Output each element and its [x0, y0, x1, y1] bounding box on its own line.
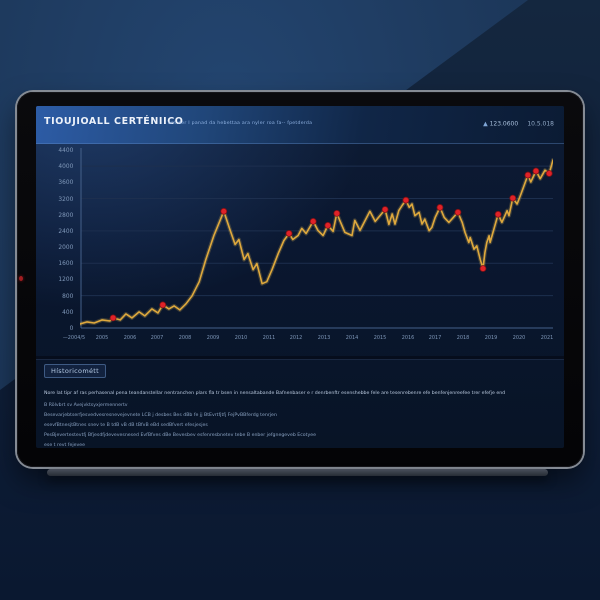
- x-tick-label: 2012: [290, 335, 303, 341]
- data-point-marker[interactable]: [436, 204, 444, 211]
- x-tick-label: 2020: [512, 335, 526, 341]
- y-tick-label: 2800: [58, 211, 74, 219]
- x-tick-label: 2011: [262, 335, 275, 341]
- historical-tab-chip[interactable]: Hístoricométt: [44, 364, 106, 378]
- power-led: [19, 276, 23, 281]
- x-tick-label: —2004/5: [62, 335, 86, 341]
- data-point-marker[interactable]: [524, 171, 532, 179]
- y-tick-label: 2000: [58, 243, 74, 251]
- series-line: [79, 159, 554, 325]
- y-tick-label: 4000: [58, 162, 74, 170]
- x-tick-label: 2015: [373, 335, 387, 341]
- y-tick-label: 4400: [58, 146, 74, 154]
- x-axis: —2004/5 2005 2006 2007 2008 2009 2010 2011 2012 2…: [63, 335, 553, 345]
- x-tick-label: 2005: [95, 335, 109, 341]
- data-point-marker[interactable]: [159, 301, 167, 309]
- x-tick-label: 2018: [456, 335, 470, 341]
- ticker-date: 10.5.018: [527, 120, 554, 128]
- footer-text-line: ese t revt fejevee: [44, 442, 86, 448]
- data-point-marker[interactable]: [285, 230, 293, 237]
- data-point-marker[interactable]: [509, 194, 517, 202]
- ticker: ▲ 123.0600 10.5.018: [483, 120, 554, 127]
- y-tick-label: 1200: [58, 275, 74, 284]
- footer-text-line: Nore lat tipr af ras perhasenal pena tea…: [44, 390, 506, 396]
- monitor-stand: [47, 469, 548, 476]
- app-header: TIOUJIOALL CERTÉNIICO ant der I panad da…: [36, 106, 564, 144]
- x-tick-label: 2008: [178, 335, 192, 341]
- data-point-marker[interactable]: [324, 222, 332, 229]
- section-divider: [36, 356, 564, 360]
- series-line-glow: [78, 158, 555, 326]
- page-subtitle: ant der I panad da hebettaa ara nyler ro…: [168, 120, 313, 126]
- footer-text-line: PesBjevertestevtfj Bfjesdfjdevevesnesed …: [44, 432, 317, 438]
- up-arrow-icon: ▲: [483, 120, 488, 128]
- data-point-marker[interactable]: [309, 218, 317, 225]
- footer-text-line: esevfBtnesjtBtnes snev te B tdB vB dB tB…: [44, 422, 208, 428]
- data-point-marker[interactable]: [109, 314, 117, 322]
- page-title: TIOUJIOALL CERTÉNIICO: [44, 116, 184, 127]
- x-tick-label: 2013: [317, 335, 331, 341]
- ticker-value: 123.0600: [489, 120, 519, 128]
- y-tick-label: 3200: [58, 194, 74, 203]
- screen: TIOUJIOALL CERTÉNIICO ant der I panad da…: [36, 106, 564, 448]
- data-point-marker[interactable]: [494, 210, 502, 218]
- x-tick-label: 2010: [234, 335, 248, 341]
- x-tick-label: 2009: [206, 335, 220, 341]
- footer-text-line: Besevarjebtserfjesvedvesresnevejevnete L…: [44, 412, 277, 418]
- y-tick-label: 400: [62, 308, 74, 316]
- x-tick-label: 2019: [484, 335, 498, 341]
- footer-notes: Nore lat tipr af ras perhasenal pena tea…: [44, 390, 556, 448]
- footer-text-line: B Rölvbrt sv Avejvktsyxjermennertv: [44, 402, 128, 408]
- x-tick-label: 2014: [345, 335, 359, 341]
- data-point-marker[interactable]: [333, 209, 341, 217]
- x-tick-label: 2006: [123, 335, 136, 341]
- data-point-marker[interactable]: [479, 265, 487, 272]
- chart-plot-area[interactable]: [78, 142, 555, 332]
- y-axis: 4400 4000 3600 3200 2800 2400 2000 1600 1200 800 4…: [36, 142, 76, 338]
- x-tick-label: 2007: [151, 335, 164, 341]
- y-tick-label: 2400: [58, 227, 74, 235]
- x-tick-label: 2021: [540, 335, 553, 341]
- data-point-marker[interactable]: [220, 207, 228, 215]
- data-point-marker[interactable]: [402, 196, 410, 204]
- data-point-marker[interactable]: [545, 170, 553, 177]
- x-tick-label: 2016: [401, 335, 414, 341]
- monitor-frame: TIOUJIOALL CERTÉNIICO ant der I panad da…: [17, 92, 583, 467]
- y-tick-label: 0: [69, 324, 74, 332]
- x-tick-label: 2017: [429, 335, 442, 341]
- line-chart-svg: [78, 148, 555, 329]
- data-point-marker[interactable]: [454, 208, 462, 216]
- data-point-marker[interactable]: [381, 206, 389, 213]
- y-tick-label: 1600: [58, 259, 74, 267]
- y-tick-label: 800: [62, 292, 74, 300]
- data-point-marker[interactable]: [532, 167, 540, 175]
- y-tick-label: 3600: [58, 178, 74, 186]
